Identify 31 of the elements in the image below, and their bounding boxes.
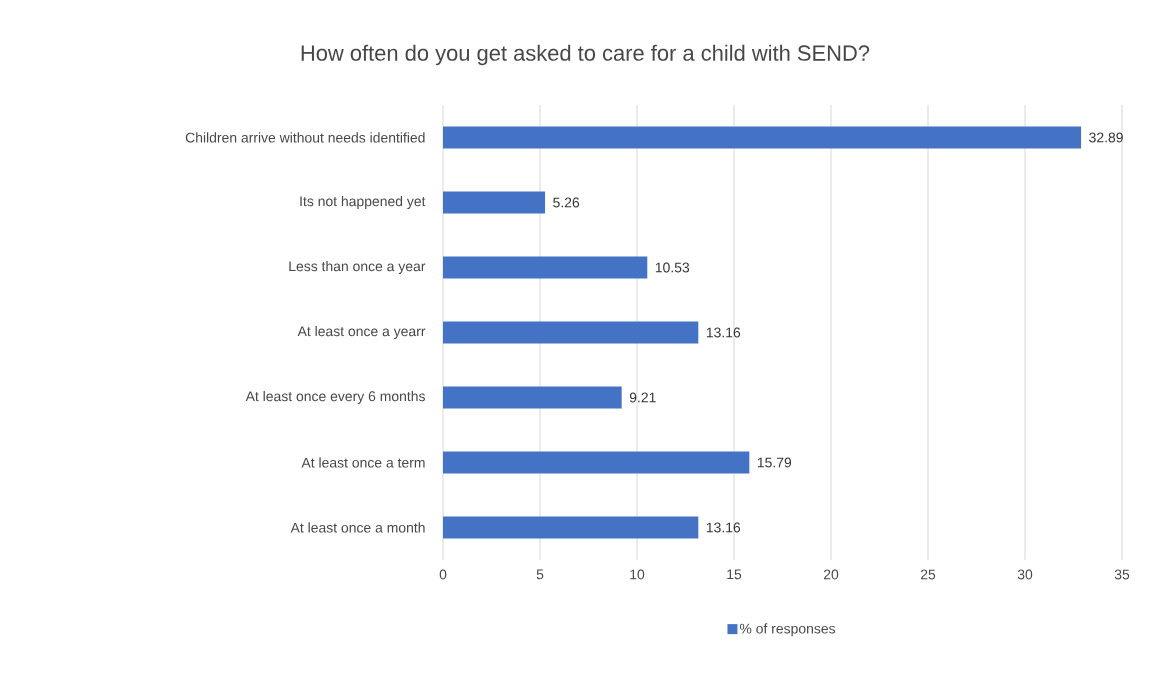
- bar: [443, 386, 622, 409]
- x-tick-label: 10: [630, 569, 645, 580]
- bar: [443, 126, 1082, 149]
- x-tick-label: 25: [920, 569, 936, 580]
- y-tick-label: Children arrive without needs identified: [185, 132, 425, 143]
- bar: [443, 256, 648, 279]
- y-tick-label: Its not happened yet: [300, 195, 426, 209]
- chart-title: How often do you get asked to care for a child with SEND?: [301, 44, 870, 66]
- x-tick-label: 5: [536, 569, 544, 580]
- data-label: 9.21: [629, 392, 656, 403]
- data-label: 5.26: [553, 197, 580, 208]
- data-label: 10.53: [655, 262, 690, 273]
- y-tick-label: At least once every 6 months: [245, 390, 425, 404]
- x-tick-label: 15: [727, 569, 742, 580]
- y-tick-label: At least once a yearr: [297, 325, 426, 339]
- bar: [443, 321, 699, 344]
- x-tick-label: 0: [439, 569, 447, 580]
- bar: [443, 516, 699, 539]
- data-label: 13.16: [706, 327, 741, 338]
- x-tick-label: 20: [823, 569, 839, 580]
- bar: [443, 451, 750, 474]
- x-tick-label: 35: [1114, 569, 1130, 580]
- bar: [443, 191, 546, 214]
- data-label: 13.16: [706, 522, 741, 533]
- data-label: 15.79: [757, 457, 792, 468]
- y-tick-label: At least once a term: [301, 457, 425, 468]
- y-tick-label: Less than once a year: [289, 260, 426, 274]
- x-tick-label: 30: [1017, 569, 1033, 580]
- legend-label: % of responses: [739, 623, 836, 637]
- y-tick-label: At least once a month: [290, 522, 425, 533]
- data-label: 32.89: [1089, 132, 1123, 143]
